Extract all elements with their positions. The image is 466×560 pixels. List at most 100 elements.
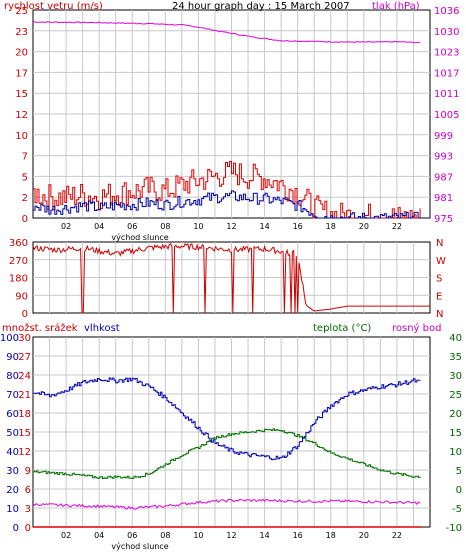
temperature-y-tick: 5: [456, 466, 462, 477]
rain-y-tick: 9: [25, 466, 31, 477]
temperature-axis-title: teplota (°C): [313, 323, 371, 334]
wind-y-tick: 10: [15, 131, 28, 142]
direction-y-tick: 360: [9, 238, 28, 249]
humidity-y-tick: 100: [0, 333, 19, 344]
chart-title: 24 hour graph day : 15 March 2007: [172, 1, 350, 12]
rain-y-tick: 12: [18, 447, 31, 458]
pressure-y-tick: 999: [434, 131, 453, 142]
rain-y-tick: 18: [18, 409, 31, 420]
wind-y-tick: 0: [22, 214, 28, 225]
direction-y-tick: 270: [9, 256, 28, 267]
humidity-axis-title: vlhkost: [84, 323, 120, 334]
wind-y-tick: 25: [15, 6, 28, 17]
wind-y-tick: 17: [15, 68, 28, 79]
humidity-y-tick: 40: [6, 447, 19, 458]
wind-y-tick: 15: [15, 89, 28, 100]
direction-y-tick: 90: [15, 291, 28, 302]
dewpoint-axis-title: rosný bod: [392, 322, 441, 334]
climate-x-tick: 12: [226, 531, 236, 540]
humidity-y-tick: 10: [6, 504, 19, 515]
humidity-y-tick: 80: [6, 371, 19, 382]
wind-speed-line: [33, 190, 421, 219]
wind-y-tick: 2: [22, 193, 28, 204]
wind-y-tick: 5: [22, 172, 28, 183]
pressure-line: [33, 21, 421, 44]
pressure-axis-title: tlak (hPa): [372, 1, 420, 12]
direction-compass-tick: N: [436, 238, 443, 249]
pressure-y-tick: 1011: [434, 89, 459, 100]
rain-axis-title: množst. srážek: [2, 322, 78, 334]
climate-x-tick: 20: [359, 531, 369, 540]
wind-x-tick: 16: [293, 222, 303, 231]
wind-axis-title: rychlost vetru (m/s): [4, 1, 103, 12]
temperature-line: [33, 428, 421, 479]
rain-y-tick: 6: [25, 485, 31, 496]
climate-x-tick: 02: [61, 531, 71, 540]
humidity-y-tick: 0: [13, 523, 19, 534]
climate-x-tick: 10: [193, 531, 203, 540]
humidity-y-tick: 60: [6, 409, 19, 420]
climate-x-tick: 22: [392, 531, 402, 540]
direction-compass-tick: N: [436, 309, 443, 320]
temperature-y-tick: 25: [449, 390, 462, 401]
humidity-line: [33, 377, 421, 461]
humidity-y-tick: 70: [6, 390, 19, 401]
temperature-y-tick: 35: [449, 352, 462, 363]
climate-x-tick: 16: [293, 531, 303, 540]
rain-y-tick: 21: [18, 390, 31, 401]
wind-direction-line: [32, 242, 430, 314]
wind-x-tick: 20: [359, 222, 369, 231]
pressure-y-tick: 981: [434, 193, 453, 204]
temperature-y-tick: 30: [449, 371, 462, 382]
temperature-y-tick: 15: [449, 428, 462, 439]
climate-x-tick: 08: [160, 531, 170, 540]
temperature-y-tick: 40: [449, 333, 462, 344]
humidity-y-tick: 90: [6, 352, 19, 363]
pressure-y-tick: 1030: [434, 27, 459, 38]
wind-x-tick: 12: [226, 222, 236, 231]
temperature-y-tick: -10: [446, 523, 462, 534]
wind-x-tick: 02: [61, 222, 71, 231]
pressure-y-tick: 1017: [434, 68, 459, 79]
wind-gust-line: [33, 160, 421, 219]
pressure-y-tick: 1005: [434, 110, 459, 121]
direction-compass-tick: W: [436, 256, 446, 267]
wind-x-tick: 14: [259, 222, 269, 231]
wind-x-tick: 04: [94, 222, 104, 231]
climate-x-tick: 14: [259, 531, 269, 540]
wind-x-tick: 06: [127, 222, 137, 231]
wind-x-tick: 18: [326, 222, 336, 231]
climate-x-tick: 04: [94, 531, 104, 540]
rain-y-tick: 3: [25, 504, 31, 515]
pressure-y-tick: 987: [434, 172, 453, 183]
direction-compass-tick: S: [436, 274, 442, 285]
rain-y-tick: 27: [18, 352, 31, 363]
wind-y-tick: 23: [15, 27, 28, 38]
rain-y-tick: 30: [18, 333, 31, 344]
sunrise-label: východ slunce: [111, 233, 168, 242]
dewpoint-line: [32, 498, 421, 510]
wind-x-tick: 22: [392, 222, 402, 231]
rain-y-tick: 24: [18, 371, 31, 382]
rain-y-tick: 15: [18, 428, 31, 439]
pressure-y-tick: 1036: [434, 6, 459, 17]
rain-y-tick: 0: [25, 523, 31, 534]
direction-y-tick: 180: [9, 274, 28, 285]
pressure-y-tick: 993: [434, 152, 453, 163]
pressure-y-tick: 975: [434, 214, 453, 225]
humidity-y-tick: 50: [6, 428, 19, 439]
temperature-y-tick: -5: [452, 504, 462, 515]
temperature-y-tick: 10: [449, 447, 462, 458]
humidity-y-tick: 20: [6, 485, 19, 496]
wind-y-tick: 12: [15, 110, 28, 121]
wind-x-tick: 08: [160, 222, 170, 231]
wind-y-tick: 7: [22, 152, 28, 163]
temperature-y-tick: 0: [456, 485, 462, 496]
wind-x-tick: 10: [193, 222, 203, 231]
humidity-y-tick: 30: [6, 466, 19, 477]
sunrise-label-bottom: východ slunce: [111, 542, 168, 551]
pressure-y-tick: 1023: [434, 48, 459, 59]
temperature-y-tick: 20: [449, 409, 462, 420]
